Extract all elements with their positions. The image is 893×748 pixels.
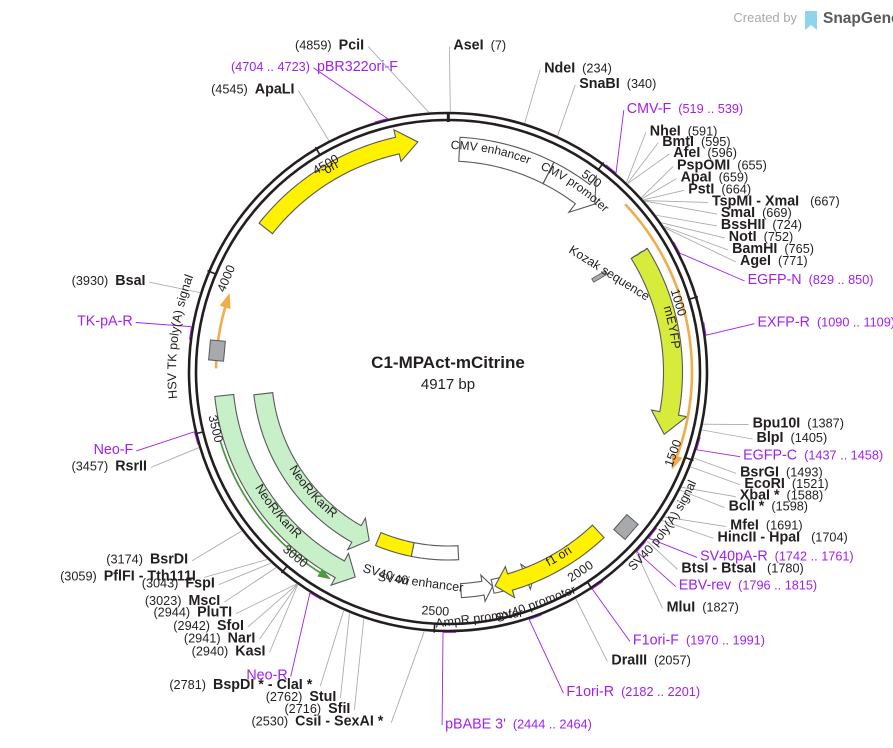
svg-text:RsrII: RsrII	[115, 458, 147, 474]
svg-text:(1827): (1827)	[702, 601, 739, 615]
svg-text:BtsI - BtsaI: BtsI - BtsaI	[681, 560, 756, 576]
svg-text:(1704): (1704)	[811, 530, 848, 544]
svg-text:PflFI - Tth111I: PflFI - Tth111I	[104, 569, 196, 585]
svg-text:StuI: StuI	[309, 689, 336, 705]
svg-text:Neo-R: Neo-R	[246, 668, 287, 684]
svg-text:AgeI: AgeI	[740, 253, 771, 269]
svg-text:(1090 .. 1109): (1090 .. 1109)	[817, 316, 893, 330]
svg-text:(3457): (3457)	[72, 459, 109, 473]
svg-text:MscI: MscI	[189, 593, 221, 609]
svg-text:F1ori-R: F1ori-R	[566, 684, 614, 700]
svg-text:pBR322ori-F: pBR322ori-F	[317, 59, 398, 75]
svg-text:(2942): (2942)	[173, 619, 210, 633]
svg-text:Neo-F: Neo-F	[94, 442, 134, 458]
svg-text:(7): (7)	[491, 39, 507, 53]
svg-text:SnapGene: SnapGene	[823, 10, 893, 27]
svg-text:F1ori-F: F1ori-F	[633, 632, 679, 648]
svg-text:(234): (234)	[582, 62, 612, 76]
svg-text:4917 bp: 4917 bp	[421, 376, 475, 393]
svg-text:Created by: Created by	[733, 10, 797, 25]
svg-text:SnaBI: SnaBI	[579, 76, 620, 92]
svg-text:NdeI: NdeI	[544, 61, 575, 77]
svg-text:MluI: MluI	[667, 600, 696, 616]
svg-text:EGFP-C: EGFP-C	[743, 448, 797, 464]
svg-text:PstI: PstI	[688, 181, 714, 197]
svg-text:pBABE 3': pBABE 3'	[445, 716, 506, 732]
svg-text:C1-MPAct-mCitrine: C1-MPAct-mCitrine	[371, 353, 525, 372]
svg-text:(2941): (2941)	[184, 631, 221, 645]
svg-text:BclI *: BclI *	[729, 499, 765, 515]
svg-text:HincII - HpaI: HincII - HpaI	[718, 529, 801, 545]
svg-text:(771): (771)	[778, 254, 808, 268]
svg-text:(2781): (2781)	[169, 678, 206, 692]
svg-text:TK-pA-R: TK-pA-R	[77, 314, 133, 330]
svg-text:(829 .. 850): (829 .. 850)	[809, 273, 874, 287]
svg-text:(4545): (4545)	[211, 83, 248, 97]
svg-text:(4704 .. 4723): (4704 .. 4723)	[231, 60, 310, 74]
svg-text:(2182 .. 2201): (2182 .. 2201)	[621, 685, 700, 699]
svg-text:DraIII: DraIII	[611, 652, 647, 668]
svg-text:(1598): (1598)	[771, 500, 808, 514]
svg-text:(2530): (2530)	[251, 715, 288, 729]
svg-text:(519 .. 539): (519 .. 539)	[678, 102, 743, 116]
svg-text:1500: 1500	[662, 438, 685, 469]
svg-text:(3930): (3930)	[72, 274, 109, 288]
svg-text:(2940): (2940)	[192, 645, 229, 659]
svg-text:(1780): (1780)	[767, 561, 804, 575]
svg-text:(1405): (1405)	[791, 431, 828, 445]
svg-text:BsaI: BsaI	[115, 273, 145, 289]
svg-text:BsrDI: BsrDI	[150, 552, 188, 568]
svg-text:(2057): (2057)	[654, 653, 691, 667]
svg-text:(2444 .. 2464): (2444 .. 2464)	[513, 717, 592, 731]
svg-text:(667): (667)	[810, 194, 840, 208]
svg-text:(340): (340)	[627, 77, 657, 91]
svg-text:(3174): (3174)	[106, 553, 143, 567]
svg-text:(1970 .. 1991): (1970 .. 1991)	[686, 633, 765, 647]
svg-text:EBV-rev: EBV-rev	[679, 578, 732, 594]
svg-text:(4859): (4859)	[295, 39, 332, 53]
svg-text:BlpI: BlpI	[757, 430, 784, 446]
svg-text:AseI: AseI	[453, 38, 483, 54]
svg-text:(1796 .. 1815): (1796 .. 1815)	[738, 579, 817, 593]
svg-text:(3059): (3059)	[60, 570, 97, 584]
svg-text:PciI: PciI	[339, 38, 364, 54]
svg-text:ApaLI: ApaLI	[255, 82, 295, 98]
svg-text:EGFP-N: EGFP-N	[748, 272, 802, 288]
svg-text:(1437 .. 1458): (1437 .. 1458)	[804, 449, 883, 463]
svg-text:(3023): (3023)	[145, 594, 182, 608]
svg-text:EXFP-R: EXFP-R	[758, 315, 810, 331]
svg-text:CMV-F: CMV-F	[627, 101, 672, 117]
svg-text:(1387): (1387)	[807, 417, 844, 431]
